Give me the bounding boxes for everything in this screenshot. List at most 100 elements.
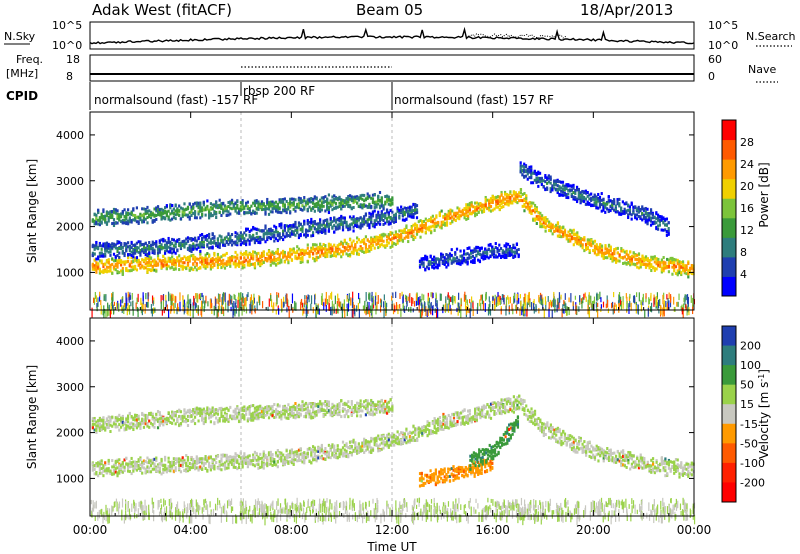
data-cell (363, 237, 366, 241)
data-cell (162, 237, 165, 241)
data-cell (192, 262, 195, 266)
data-cell (361, 217, 364, 221)
data-cell (444, 221, 447, 225)
data-cell (311, 224, 315, 228)
ground-scatter (200, 300, 203, 310)
data-cell (377, 195, 380, 199)
data-cell (340, 222, 343, 226)
data-cell (373, 206, 376, 210)
data-cell (125, 211, 128, 215)
ground-scatter (374, 295, 377, 306)
data-cell (206, 265, 209, 269)
data-cell (135, 258, 139, 262)
data-cell (283, 203, 286, 207)
data-cell (532, 209, 535, 213)
data-cell (341, 204, 345, 208)
data-cell (130, 265, 133, 269)
data-cell (627, 261, 630, 265)
data-cell (570, 229, 574, 233)
data-cell (422, 225, 426, 229)
data-cell (662, 262, 665, 266)
data-cell (125, 268, 128, 272)
data-cell (422, 261, 425, 265)
data-cell (303, 205, 306, 209)
data-cell (555, 229, 558, 233)
data-cell (373, 235, 376, 239)
data-cell (223, 253, 227, 257)
ground-scatter (444, 304, 446, 312)
data-cell (477, 258, 480, 262)
data-cell (448, 252, 452, 256)
data-cell (156, 251, 160, 255)
data-cell (509, 192, 512, 196)
data-cell (123, 208, 126, 212)
data-cell (324, 248, 327, 252)
data-cell (98, 267, 102, 271)
data-cell (408, 205, 412, 209)
data-cell (494, 242, 497, 246)
data-cell (206, 243, 209, 247)
data-cell (204, 258, 207, 262)
ground-scatter (219, 293, 221, 303)
data-cell (274, 225, 278, 229)
data-cell (280, 260, 283, 264)
data-cell (352, 218, 355, 222)
data-cell (255, 231, 258, 235)
data-cell (649, 208, 653, 212)
data-cell (563, 186, 566, 190)
data-cell (223, 207, 227, 211)
data-cell (444, 217, 447, 221)
data-cell (257, 206, 260, 210)
data-cell (163, 209, 167, 213)
data-cell (421, 224, 424, 228)
data-cell (373, 209, 376, 213)
ground-scatter (242, 293, 244, 302)
data-cell (165, 241, 168, 245)
data-cell (142, 258, 146, 262)
data-cell (609, 248, 612, 252)
data-cell (132, 267, 135, 271)
ground-scatter (152, 307, 155, 314)
data-cell (604, 205, 607, 209)
data-cell (237, 234, 241, 238)
data-cell (230, 239, 234, 243)
data-cell (169, 246, 172, 250)
ground-scatter (288, 309, 290, 319)
data-cell (593, 198, 596, 202)
data-cell (340, 207, 343, 211)
data-cell (623, 207, 626, 211)
ground-scatter (253, 293, 255, 300)
data-cell (126, 256, 130, 260)
data-cell (505, 199, 508, 203)
data-cell (179, 264, 183, 268)
data-cell (109, 214, 112, 218)
data-cell (181, 267, 184, 271)
data-cell (236, 232, 239, 236)
data-cell (482, 252, 485, 256)
data-cell (509, 197, 512, 201)
data-cell (477, 206, 480, 210)
data-cell (421, 228, 424, 232)
data-cell (496, 195, 500, 199)
data-cell (450, 259, 453, 263)
data-cell (484, 254, 487, 258)
data-cell (289, 202, 292, 206)
data-cell (174, 213, 177, 217)
data-cell (222, 238, 225, 242)
ground-scatter (305, 300, 307, 305)
data-cell (410, 215, 413, 219)
data-cell (438, 211, 442, 215)
data-cell (296, 231, 299, 235)
data-cell (354, 199, 357, 203)
ground-scatter (447, 303, 450, 313)
data-cell (343, 238, 346, 242)
data-cell (334, 227, 338, 231)
data-cell (514, 195, 517, 199)
data-cell (142, 213, 146, 217)
data-cell (289, 234, 292, 238)
ground-scatter (415, 300, 417, 306)
data-cell (185, 213, 188, 217)
data-cell (338, 216, 341, 220)
data-cell (213, 210, 216, 214)
data-cell (442, 222, 445, 226)
